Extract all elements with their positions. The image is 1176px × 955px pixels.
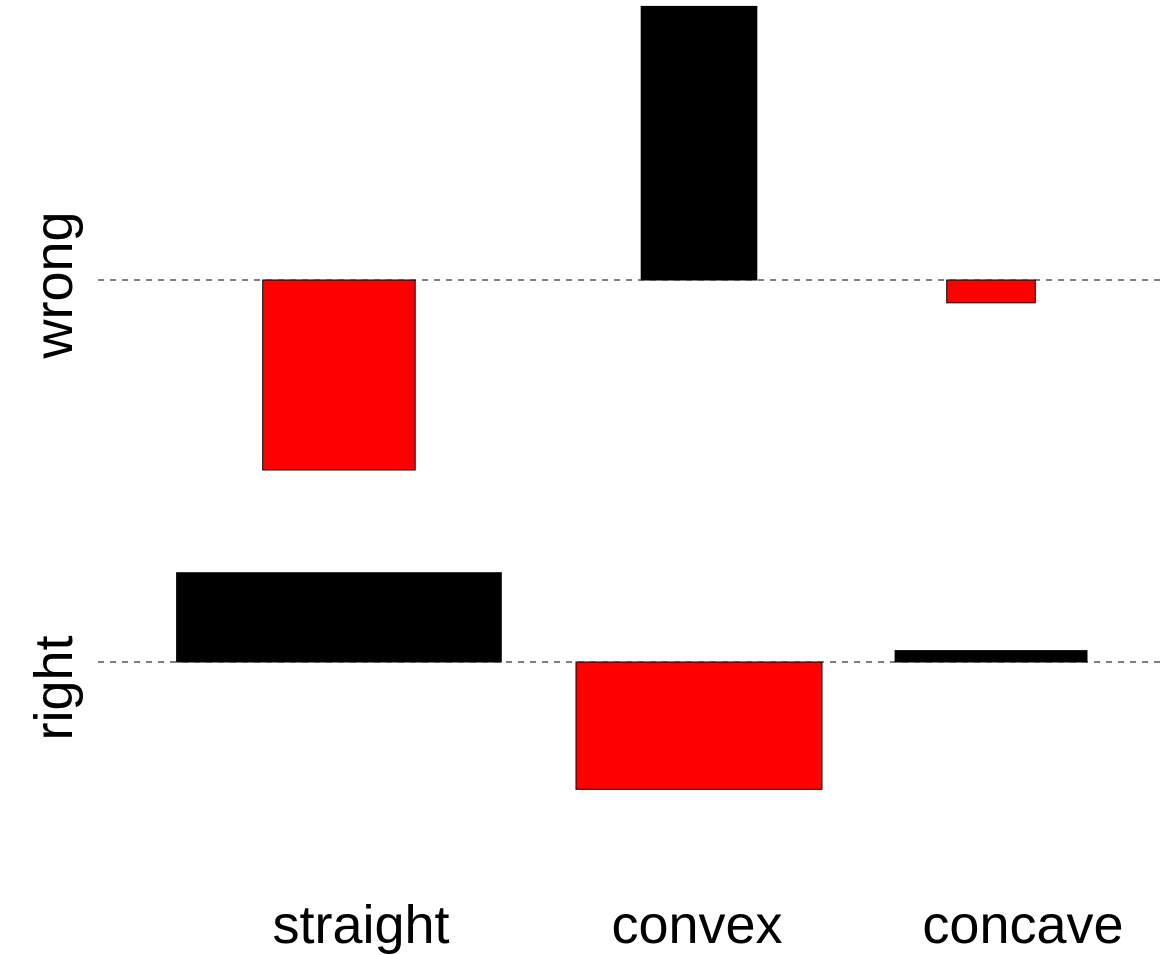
bar-right-concave — [894, 650, 1088, 663]
row-label-wrong: wrong — [24, 211, 84, 359]
bar-wrong-convex — [640, 5, 758, 281]
bar-wrong-straight — [262, 279, 416, 471]
category-label-straight: straight — [272, 895, 449, 955]
bar-right-straight — [176, 572, 502, 663]
bars — [176, 5, 1088, 790]
category-label-convex: convex — [611, 895, 782, 955]
bar-wrong-concave — [946, 279, 1036, 304]
row-label-right: right — [24, 635, 84, 740]
row-labels: wrong right — [24, 211, 84, 740]
category-label-concave: concave — [922, 895, 1123, 955]
bar-right-convex — [575, 661, 823, 790]
category-labels: straight convex concave — [272, 895, 1123, 955]
